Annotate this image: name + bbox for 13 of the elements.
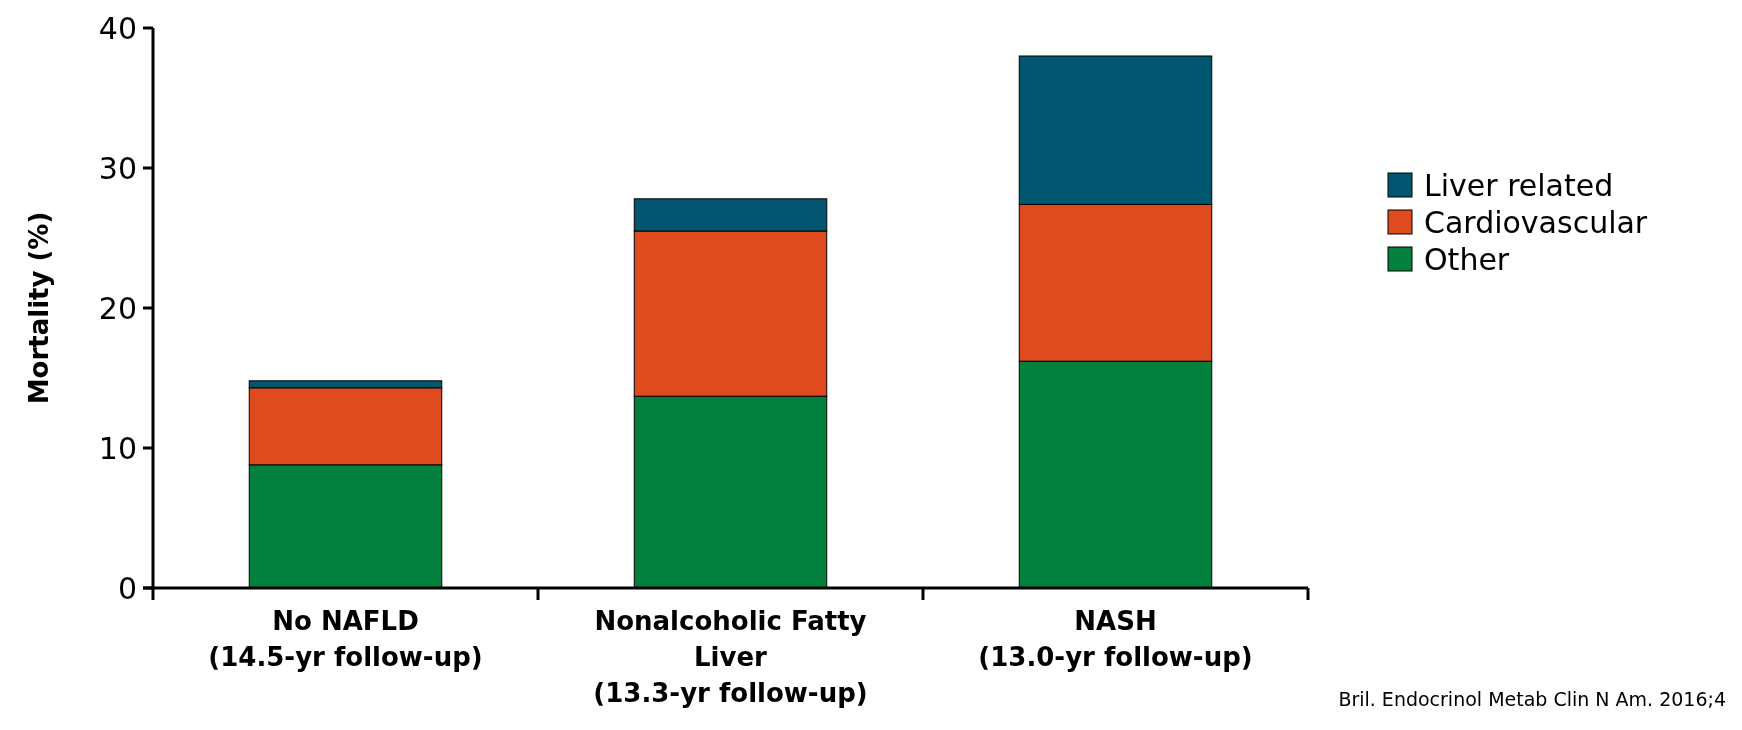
y-tick-label: 20 (98, 290, 137, 326)
x-tick-label: NASH (13.0-yr follow-up) (978, 606, 1253, 672)
text: Bril. Endocrinol Metab Clin N Am. 2016;4 (1338, 688, 1726, 710)
y-axis-title: Mortality (%) (24, 211, 54, 405)
legend-label: Liver related (1424, 167, 1614, 203)
x-tick-label: No NAFLD (14.5-yr follow-up) (208, 606, 483, 672)
legend-label: Cardiovascular (1424, 204, 1648, 240)
legend-label: Other (1424, 241, 1510, 277)
y-tick-label: 10 (98, 430, 137, 466)
x-tick-label: Nonalcoholic Fatty Liver (13.3-yr follow-up) (593, 606, 868, 708)
y-tick-label: 30 (98, 150, 137, 186)
y-tick-label: 0 (117, 570, 137, 606)
y-tick-label: 40 (98, 10, 137, 46)
